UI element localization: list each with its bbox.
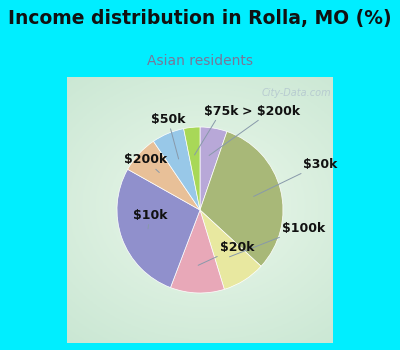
- Text: $20k: $20k: [198, 241, 254, 265]
- Text: Asian residents: Asian residents: [147, 54, 253, 68]
- Text: City-Data.com: City-Data.com: [261, 88, 331, 98]
- Text: $200k: $200k: [124, 154, 167, 173]
- Text: > $200k: > $200k: [209, 105, 300, 155]
- Wedge shape: [200, 210, 261, 289]
- Wedge shape: [184, 127, 200, 210]
- Text: $100k: $100k: [230, 222, 325, 257]
- Text: $10k: $10k: [133, 209, 167, 229]
- Text: $30k: $30k: [254, 158, 338, 196]
- Wedge shape: [200, 132, 283, 266]
- Wedge shape: [128, 141, 200, 210]
- Wedge shape: [117, 169, 200, 288]
- Text: $50k: $50k: [151, 113, 185, 159]
- Wedge shape: [170, 210, 224, 293]
- Text: Income distribution in Rolla, MO (%): Income distribution in Rolla, MO (%): [8, 9, 392, 28]
- Wedge shape: [154, 129, 200, 210]
- Wedge shape: [200, 127, 227, 210]
- Text: $75k: $75k: [194, 105, 238, 155]
